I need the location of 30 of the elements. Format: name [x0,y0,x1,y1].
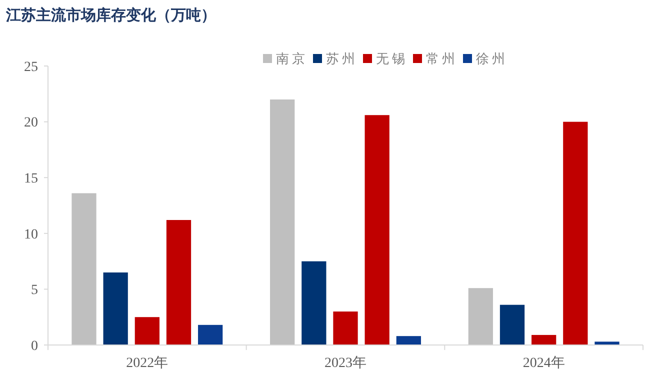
x-tick-label: 2023年 [324,355,366,371]
legend-label: 徐州 [476,51,508,66]
chart-title: 江苏主流市场库存变化（万吨） [5,6,216,24]
legend-label: 南京 [276,51,308,66]
legend-label: 无锡 [376,51,408,66]
bar [134,317,160,345]
bar [333,312,358,345]
bar [198,324,223,345]
bar [500,304,525,345]
bar [302,261,326,345]
x-tick-label: 2022年 [126,355,168,371]
bar [270,99,295,345]
bar [364,115,390,345]
bar [396,336,421,345]
y-tick-label: 10 [24,227,38,242]
y-tick-label: 15 [24,172,38,186]
bar [468,288,493,345]
bar [563,122,588,345]
y-tick-label: 25 [24,60,38,75]
legend-label: 苏州 [326,51,358,66]
legend-label: 常州 [426,51,458,66]
y-tick-label: 0 [31,338,38,354]
bar [532,334,556,345]
bar [72,193,96,345]
y-tick-label: 20 [24,116,38,131]
bar [594,342,620,345]
bar [166,220,192,345]
bar [103,272,128,345]
x-tick-label: 2024年 [522,355,565,371]
y-tick-label: 5 [31,283,38,298]
